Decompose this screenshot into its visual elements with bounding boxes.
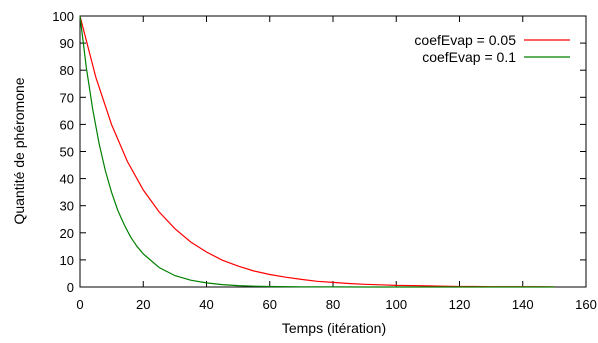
- x-tick-label: 0: [76, 297, 83, 312]
- x-tick-label: 160: [575, 297, 597, 312]
- series-line-2: [79, 15, 555, 288]
- y-tick-label: 50: [60, 145, 74, 160]
- x-axis-label: Temps (itération): [282, 320, 386, 336]
- x-tick-label: 80: [326, 297, 340, 312]
- y-tick-label: 30: [60, 199, 74, 214]
- y-tick-label: 70: [60, 90, 74, 105]
- y-axis-label: Quantité de phéromone: [11, 77, 27, 224]
- x-tick-label: 100: [385, 297, 407, 312]
- x-tick-label: 60: [263, 297, 277, 312]
- legend-label-2: coefEvap = 0.1: [422, 49, 516, 65]
- x-tick-label: 40: [199, 297, 213, 312]
- y-tick-label: 90: [60, 36, 74, 51]
- x-tick-label: 140: [512, 297, 534, 312]
- x-tick-label: 20: [136, 297, 150, 312]
- y-tick-label: 20: [60, 226, 74, 241]
- legend-label-1: coefEvap = 0.05: [414, 32, 516, 48]
- y-tick-label: 10: [60, 253, 74, 268]
- y-tick-label: 60: [60, 117, 74, 132]
- y-tick-label: 40: [60, 172, 74, 187]
- x-tick-label: 120: [449, 297, 471, 312]
- y-tick-label: 100: [52, 9, 74, 24]
- y-tick-label: 80: [60, 63, 74, 78]
- y-tick-label: 0: [67, 280, 74, 295]
